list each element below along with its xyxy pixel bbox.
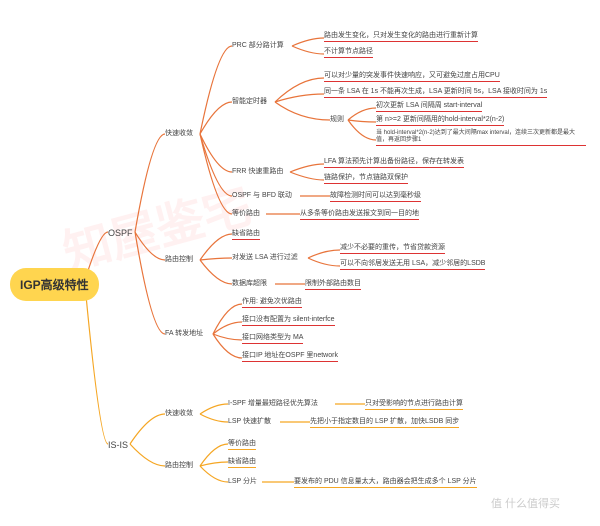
mindmap-edges	[0, 0, 600, 526]
leaf-ispf-1: 只对受影响的节点进行路由计算	[365, 400, 463, 410]
leaf-zndsq-2: 同一条 LSA 在 1s 不能再次生成，LSA 更新时间 5s，LSA 接收时间…	[324, 88, 547, 98]
node-djly[interactable]: 等价路由	[232, 210, 260, 218]
node-ospf-ksls[interactable]: 快速收敛	[165, 130, 193, 138]
node-frr[interactable]: FRR 快速重路由	[232, 168, 283, 176]
leaf-sjk-1: 限制外部路由数目	[305, 280, 361, 290]
node-zndsq[interactable]: 智能定时器	[232, 98, 267, 106]
node-dfslsa[interactable]: 对发送 LSA 进行过滤	[232, 254, 298, 262]
node-isis-djly[interactable]: 等价路由	[228, 440, 256, 450]
leaf-dfslsa-2: 可以不向邻居发送无用 LSA，减少邻居的LSDB	[340, 260, 485, 270]
root-node[interactable]: IGP高级特性	[10, 268, 99, 301]
node-fa[interactable]: FA 转发地址	[165, 330, 203, 338]
leaf-frr-1: LFA 算法预先计算出备份路径，保存在转发表	[324, 158, 464, 168]
leaf-lsp-1: 先把小于指定数目的 LSP 扩散，加快LSDB 同步	[310, 418, 459, 428]
node-ospf-lykz[interactable]: 路由控制	[165, 256, 193, 264]
leaf-zndsq-1: 可以对少量的突发事件快速响应，又可避免过度占用CPU	[324, 72, 500, 82]
node-gz[interactable]: 规则	[330, 116, 344, 124]
leaf-gz-1: 初次更新 LSA 间隔周 start-interval	[376, 102, 482, 112]
leaf-prc-1: 路由发生变化，只对发生变化的路由进行重新计算	[324, 32, 478, 42]
node-lsp[interactable]: LSP 快速扩散	[228, 418, 271, 426]
node-lspfp[interactable]: LSP 分片	[228, 478, 257, 486]
leaf-fa-1: 作用: 避免次优路由	[242, 298, 302, 308]
node-ospf[interactable]: OSPF	[108, 228, 133, 239]
node-bfd[interactable]: OSPF 与 BFD 联动	[232, 192, 292, 200]
node-isis-qxly[interactable]: 缺省路由	[228, 458, 256, 468]
leaf-fa-4: 接口IP 地址在OSPF 里network	[242, 352, 338, 362]
node-qxly[interactable]: 缺省路由	[232, 230, 260, 240]
leaf-fa-3: 接口网络类型为 MA	[242, 334, 303, 344]
leaf-bfd-1: 故障检测时间可以达到毫秒级	[330, 192, 421, 202]
node-prc[interactable]: PRC 部分路计算	[232, 42, 284, 50]
leaf-frr-2: 链路保护，节点链路双保护	[324, 174, 408, 184]
leaf-gz-2: 第 n>=2 更新间隔用的hold-interval*2(n-2)	[376, 116, 504, 126]
node-ispf[interactable]: I-SPF 增量最短路径优先算法	[228, 400, 318, 408]
leaf-fa-2: 接口没有配置为 silent-interfce	[242, 316, 335, 326]
leaf-prc-2: 不计算节点路径	[324, 48, 373, 58]
leaf-dfslsa-1: 减少不必要的重传，节省贷款资源	[340, 244, 445, 254]
node-sjk[interactable]: 数据库超限	[232, 280, 267, 288]
node-isis[interactable]: IS-IS	[108, 440, 128, 451]
node-isis-ksls[interactable]: 快速收敛	[165, 410, 193, 418]
leaf-gz-3: 当 hold-interval*2(n-2)达到了最大间隔max interva…	[376, 130, 586, 146]
node-isis-lykz[interactable]: 路由控制	[165, 462, 193, 470]
leaf-lspfp-1: 要发布的 PDU 信息量太大，路由器会把生成多个 LSP 分片	[294, 478, 477, 488]
leaf-djly-1: 从多条等价路由发送报文到同一目的地	[300, 210, 419, 220]
